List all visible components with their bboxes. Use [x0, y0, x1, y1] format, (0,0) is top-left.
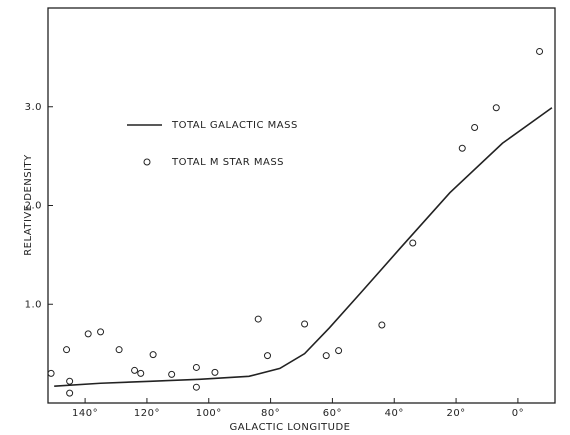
y-tick-label: 2.0 — [25, 201, 42, 212]
point — [149, 351, 157, 359]
point — [378, 321, 386, 329]
point — [458, 144, 466, 152]
point — [47, 369, 55, 377]
point — [84, 330, 92, 338]
point — [211, 368, 219, 376]
point — [192, 383, 200, 391]
y-axis-label: RELATIVE DENSITY — [23, 154, 34, 256]
point — [322, 352, 330, 360]
point — [97, 328, 105, 336]
x-tick-label: 80° — [261, 408, 280, 419]
point — [536, 47, 544, 55]
x-axis-label: GALACTIC LONGITUDE — [230, 422, 351, 433]
point — [492, 104, 500, 112]
x-tick-label: 100° — [196, 408, 222, 419]
x-tick-label: 40° — [385, 408, 404, 419]
legend-label: TOTAL M STAR MASS — [171, 157, 284, 168]
y-tick-label: 3.0 — [25, 102, 42, 113]
legend-swatch — [143, 158, 151, 166]
x-tick-label: 140° — [72, 408, 98, 419]
x-tick-label: 60° — [323, 408, 342, 419]
line — [54, 107, 553, 388]
point — [409, 239, 417, 247]
plot-frame — [47, 7, 556, 404]
x-tick-label: 20° — [446, 408, 465, 419]
point — [335, 347, 343, 355]
point — [168, 370, 176, 378]
legend-label: TOTAL GALACTIC MASS — [171, 120, 298, 131]
point — [137, 369, 145, 377]
point — [131, 366, 139, 374]
point — [66, 389, 74, 397]
point — [263, 352, 271, 360]
point — [192, 363, 200, 371]
point — [63, 346, 71, 354]
x-tick-label: 0° — [512, 408, 524, 419]
point — [115, 346, 123, 354]
point — [254, 315, 262, 323]
y-tick-label: 1.0 — [25, 299, 42, 310]
point — [66, 377, 74, 385]
point — [471, 123, 479, 131]
x-tick-label: 120° — [134, 408, 160, 419]
point — [301, 320, 309, 328]
